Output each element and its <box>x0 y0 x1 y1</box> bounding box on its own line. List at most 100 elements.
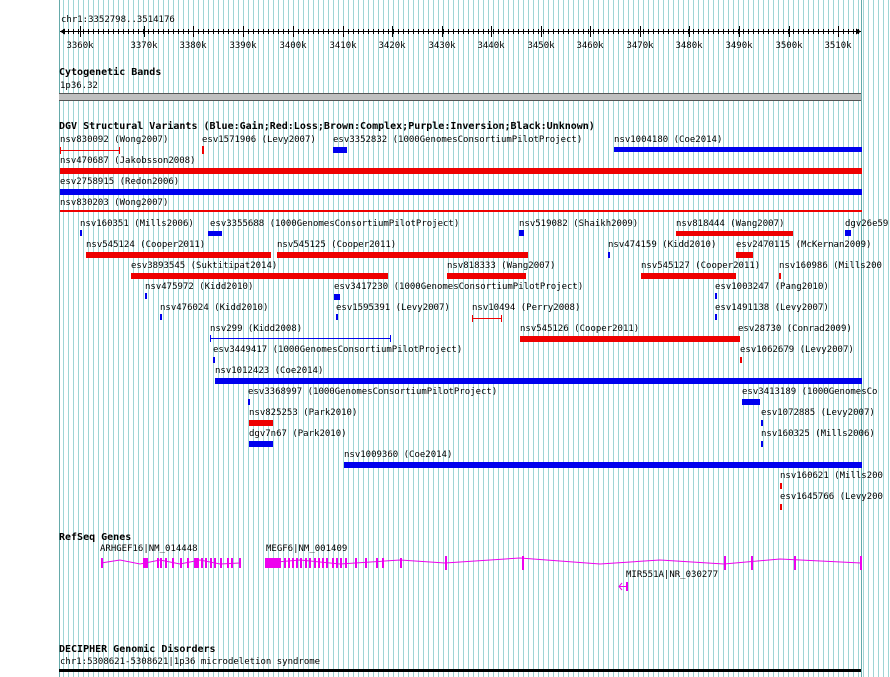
dgv-feature-label[interactable]: esv1645766 (Levy200 <box>780 492 883 502</box>
dgv-feature-label[interactable]: esv3449417 (1000GenomesConsortiumPilotPr… <box>213 345 463 355</box>
dgv-feature-label[interactable]: esv1595391 (Levy2007) <box>336 303 450 313</box>
dgv-track-title[interactable]: DGV Structural Variants (Blue:Gain;Red:L… <box>59 121 595 132</box>
cytoband-track-title[interactable]: Cytogenetic Bands <box>59 67 162 78</box>
dgv-feature-label[interactable]: esv3355688 (1000GenomesConsortiumPilotPr… <box>210 219 460 229</box>
position-ruler[interactable]: 3360k 3370k 3380k 3390k 3400k 3410k 3420k 3430k… <box>0 0 890 60</box>
dgv-feature-label[interactable]: nsv1009360 (Coe2014) <box>344 450 453 460</box>
dgv-feature-bar[interactable] <box>779 273 781 279</box>
dgv-feature-bar[interactable] <box>208 231 222 236</box>
dgv-feature-label[interactable]: nsv470687 (Jakobsson2008) <box>60 156 196 166</box>
dgv-feature-label[interactable]: dgv26e59 <box>845 219 889 229</box>
dgv-feature-bar[interactable] <box>249 420 273 426</box>
dgv-feature-label[interactable]: esv1003247 (Pang2010) <box>715 282 829 292</box>
dgv-feature-label[interactable]: nsv475972 (Kidd2010) <box>145 282 254 292</box>
dgv-feature-label[interactable]: nsv545126 (Cooper2011) <box>520 324 640 334</box>
dgv-feature-label[interactable]: esv1491138 (Levy2007) <box>715 303 829 313</box>
dgv-feature-label[interactable]: nsv830203 (Wong2007) <box>60 198 169 208</box>
dgv-feature-label[interactable]: nsv825253 (Park2010) <box>249 408 358 418</box>
ruler-tick-label: 3510k <box>824 41 852 51</box>
dgv-feature-bar[interactable] <box>60 168 862 174</box>
dgv-feature-bar[interactable] <box>472 318 502 319</box>
dgv-feature-label[interactable]: esv3352832 (1000GenomesConsortiumPilotPr… <box>333 135 583 145</box>
dgv-feature-bar[interactable] <box>641 273 736 279</box>
dgv-feature-label[interactable]: nsv160325 (Mills2006) <box>761 429 875 439</box>
dgv-feature-bar[interactable] <box>447 273 526 279</box>
dgv-feature-label[interactable]: nsv818333 (Wang2007) <box>447 261 556 271</box>
dgv-feature-bar[interactable] <box>333 147 347 153</box>
dgv-feature-bar[interactable] <box>249 441 273 447</box>
dgv-feature-bar[interactable] <box>519 230 524 236</box>
dgv-feature-bar[interactable] <box>780 504 782 510</box>
dgv-feature-bar[interactable] <box>145 293 147 299</box>
ruler-tick-label: 3490k <box>725 41 753 51</box>
dgv-feature-label[interactable]: esv1072885 (Levy2007) <box>761 408 875 418</box>
dgv-feature-label[interactable]: nsv476024 (Kidd2010) <box>160 303 269 313</box>
decipher-feature-label[interactable]: chr1:5308621-5308621|1p36 microdeletion … <box>60 657 321 667</box>
dgv-feature-label[interactable]: nsv545124 (Cooper2011) <box>86 240 206 250</box>
dgv-feature-bar[interactable] <box>215 378 862 384</box>
decipher-track-title[interactable]: DECIPHER Genomic Disorders <box>59 644 216 655</box>
dgv-feature-bar[interactable] <box>715 293 717 299</box>
dgv-feature-label[interactable]: esv3893545 (Suktitipat2014) <box>131 261 278 271</box>
dgv-feature-bar[interactable] <box>334 294 340 300</box>
dgv-feature-label[interactable]: nsv1004180 (Coe2014) <box>614 135 723 145</box>
dgv-feature-bar[interactable] <box>336 314 338 320</box>
dgv-feature-bar[interactable] <box>736 252 753 258</box>
dgv-feature-label[interactable]: esv3368997 (1000GenomesConsortiumPilotPr… <box>248 387 498 397</box>
gene-label[interactable]: MIR551A|NR_030277 <box>626 570 719 580</box>
dgv-feature-label[interactable]: nsv299 (Kidd2008) <box>210 324 303 334</box>
dgv-feature-label[interactable]: esv1062679 (Levy2007) <box>740 345 854 355</box>
dgv-feature-bar[interactable] <box>160 314 162 320</box>
dgv-feature-label[interactable]: nsv1012423 (Coe2014) <box>215 366 324 376</box>
dgv-feature-label[interactable]: nsv545125 (Cooper2011) <box>277 240 397 250</box>
cytoband-ideogram[interactable] <box>59 93 861 101</box>
dgv-feature-bar[interactable] <box>520 336 738 342</box>
dgv-feature-label[interactable]: esv2470115 (McKernan2009) <box>736 240 872 250</box>
dgv-feature-bar[interactable] <box>86 252 271 258</box>
dgv-feature-bar[interactable] <box>761 441 763 447</box>
dgv-feature-bar[interactable] <box>131 273 388 279</box>
dgv-feature-bar[interactable] <box>60 150 120 151</box>
dgv-feature-label[interactable]: esv1571906 (Levy2007) <box>202 135 316 145</box>
dgv-feature-label[interactable]: esv2758915 (Redon2006) <box>60 177 180 187</box>
dgv-feature-bar[interactable] <box>80 230 82 236</box>
dgv-feature-bar[interactable] <box>614 147 862 152</box>
dgv-feature-label[interactable]: nsv545127 (Cooper2011) <box>641 261 761 271</box>
dgv-feature-label[interactable]: dgv7n67 (Park2010) <box>249 429 347 439</box>
dgv-feature-bar[interactable] <box>344 462 862 468</box>
dgv-feature-label[interactable]: nsv10494 (Perry2008) <box>472 303 581 313</box>
dgv-feature-label[interactable]: nsv474159 (Kidd2010) <box>608 240 717 250</box>
dgv-feature-bar[interactable] <box>248 399 250 405</box>
dgv-feature-label[interactable]: nsv818444 (Wang2007) <box>676 219 785 229</box>
dgv-feature-bar[interactable] <box>202 146 204 154</box>
dgv-feature-bar[interactable] <box>761 420 763 426</box>
dgv-feature-bar[interactable] <box>277 252 528 258</box>
dgv-feature-bar[interactable] <box>60 210 862 212</box>
ruler-tick-label: 3420k <box>378 41 406 51</box>
dgv-feature-bar[interactable] <box>60 189 862 195</box>
dgv-feature-bar[interactable] <box>780 483 782 489</box>
refseq-track-title[interactable]: RefSeq Genes <box>59 532 132 543</box>
dgv-feature-bar[interactable] <box>740 357 742 363</box>
gene-label[interactable]: ARHGEF16|NM_014448 <box>100 544 198 554</box>
dgv-feature-label[interactable]: nsv160621 (Mills200 <box>780 471 883 481</box>
decipher-feature-bar[interactable] <box>59 669 861 672</box>
ruler-tick-label: 3410k <box>329 41 357 51</box>
dgv-feature-bar[interactable] <box>608 252 610 258</box>
dgv-feature-bar[interactable] <box>210 338 391 339</box>
dgv-feature-label[interactable]: nsv160986 (Mills200 <box>779 261 882 271</box>
dgv-feature-label[interactable]: nsv830092 (Wong2007) <box>60 135 169 145</box>
dgv-feature-bar[interactable] <box>676 231 793 236</box>
gene-label[interactable]: MEGF6|NM_001409 <box>266 544 348 554</box>
dgv-feature-bar[interactable] <box>738 336 740 342</box>
dgv-feature-bar[interactable] <box>845 230 851 236</box>
dgv-feature-label[interactable]: esv3417230 (1000GenomesConsortiumPilotPr… <box>334 282 584 292</box>
dgv-feature-bar[interactable] <box>213 357 215 363</box>
dgv-feature-label[interactable]: esv28730 (Conrad2009) <box>738 324 852 334</box>
dgv-feature-bar[interactable] <box>715 314 717 320</box>
dgv-feature-label[interactable]: nsv160351 (Mills2006) <box>80 219 194 229</box>
dgv-feature-label[interactable]: nsv519082 (Shaikh2009) <box>519 219 639 229</box>
dgv-feature-bar[interactable] <box>742 399 760 405</box>
dgv-feature-label[interactable]: esv3413189 (1000GenomesCo <box>742 387 878 397</box>
